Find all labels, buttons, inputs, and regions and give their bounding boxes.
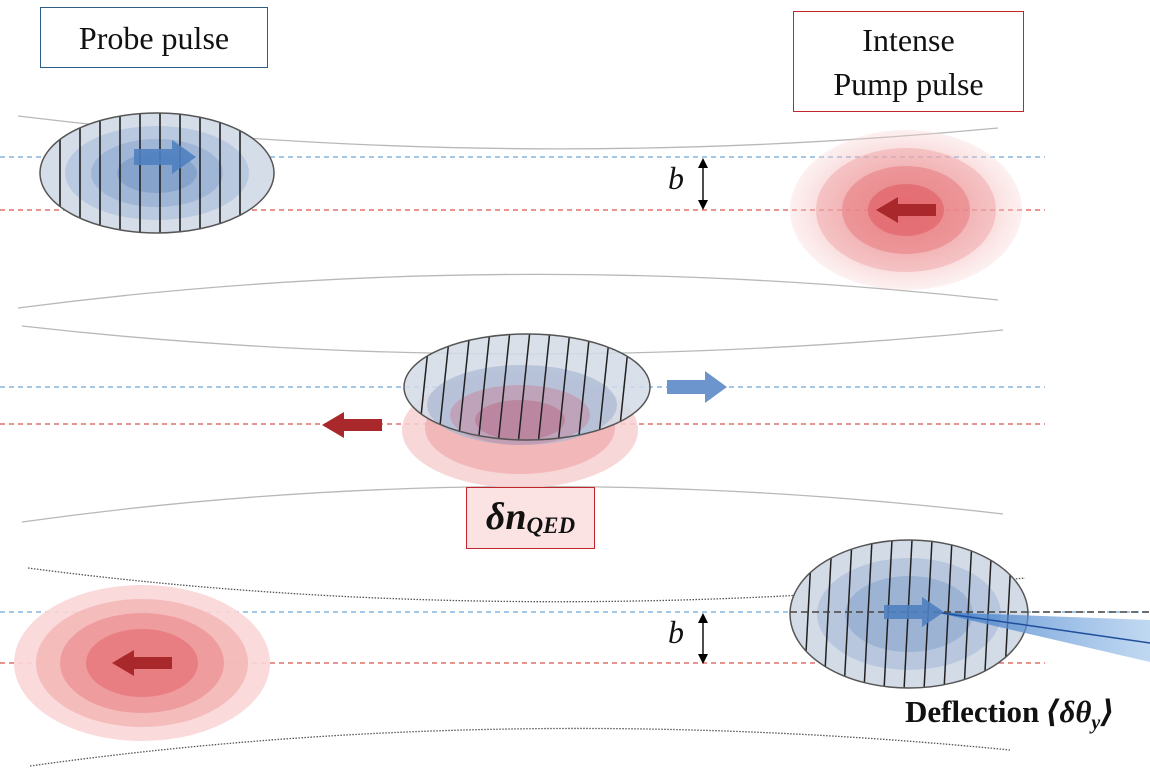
- left-arrow-icon: [876, 197, 936, 223]
- pump-pulse-top: [790, 130, 1022, 290]
- pump-pulse-text-line1: Intense: [862, 22, 955, 58]
- right-arrow-icon: [884, 597, 944, 627]
- deflection-math-subscript: y: [1091, 712, 1101, 735]
- pump-pulse-label: Intense Pump pulse: [793, 11, 1024, 112]
- deflection-math-open: ⟨δθ: [1045, 694, 1092, 729]
- delta-n-text: δn: [485, 496, 527, 538]
- probe-pulse-text: Probe pulse: [78, 20, 230, 56]
- right-arrow-icon: [134, 140, 196, 174]
- beam-envelope-bottom: [29, 727, 1011, 767]
- deflection-center-line: [934, 611, 1150, 644]
- panel-collision: [0, 325, 1045, 523]
- pump-pulse-text-line2: Pump pulse: [833, 66, 984, 102]
- delta-n-subscript: QED: [526, 513, 576, 538]
- panel-before-collision: [0, 112, 1045, 309]
- right-arrow-icon: [667, 371, 727, 403]
- probe-pulse-top: [39, 112, 275, 234]
- pump-pulse-bottom: [14, 585, 270, 741]
- probe-pulse-deflected: [789, 539, 1150, 689]
- deflection-math: ⟨δθy⟩: [1045, 694, 1115, 734]
- panel-after-collision: [0, 539, 1150, 767]
- probe-pulse-label: Probe pulse: [40, 7, 268, 68]
- impact-parameter-label: b: [668, 160, 684, 196]
- overlap-region: [402, 333, 651, 488]
- beam-envelope-bottom: [17, 273, 999, 309]
- left-arrow-icon: [112, 650, 172, 676]
- deflection-math-close: ⟩: [1100, 694, 1115, 729]
- delta-n-qed-label: δnQED: [466, 487, 595, 549]
- deflection-beam: [935, 612, 1150, 662]
- deflection-label: Deflection ⟨δθy⟩: [905, 694, 1114, 735]
- impact-parameter-label: b: [668, 614, 684, 650]
- double-headed-arrow-icon: [698, 613, 708, 664]
- double-headed-arrow-icon: [698, 158, 708, 210]
- deflection-text: Deflection: [905, 694, 1040, 729]
- left-arrow-icon: [322, 412, 382, 438]
